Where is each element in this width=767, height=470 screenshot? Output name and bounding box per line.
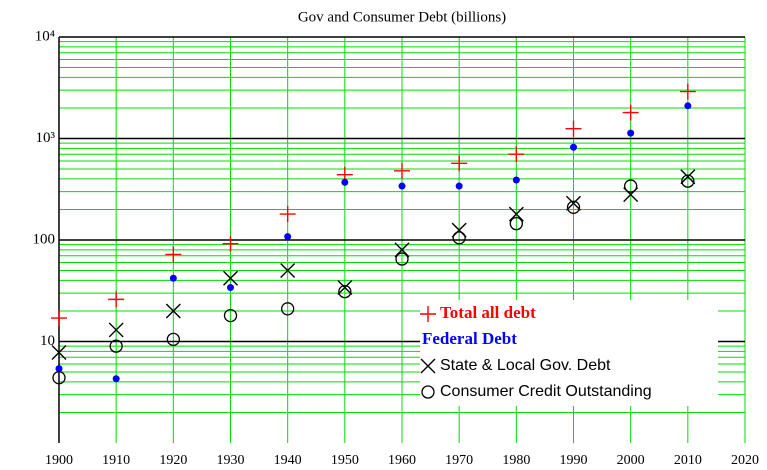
point (55, 365, 63, 373)
y-tick-label: 100 (33, 231, 56, 247)
point (280, 263, 296, 279)
x-tick-label: 2000 (617, 453, 645, 468)
y-tick-label: 10⁴ (35, 28, 55, 44)
point (227, 284, 234, 292)
point (508, 206, 524, 222)
y-tick-label: 10³ (36, 130, 56, 146)
point (109, 339, 123, 353)
point (112, 375, 120, 383)
point (108, 322, 124, 338)
point (512, 176, 520, 184)
point (165, 303, 181, 319)
x-tick-label: 1910 (102, 453, 130, 468)
point (337, 280, 353, 296)
point (222, 235, 239, 252)
legend-label: Federal Debt (422, 329, 517, 348)
point (281, 302, 295, 316)
point (166, 332, 180, 346)
point (566, 200, 581, 214)
point (284, 233, 292, 241)
x-tick-label: 1900 (45, 453, 73, 468)
point (394, 162, 410, 179)
x-tick-label: 1930 (217, 453, 245, 468)
legend-label: State & Local Gov. Debt (440, 357, 611, 374)
point (452, 231, 466, 245)
x-tick-label: 1920 (159, 453, 187, 468)
point (108, 291, 125, 308)
point (395, 252, 409, 266)
point (398, 182, 406, 190)
point (169, 274, 177, 282)
x-tick-label: 1940 (274, 453, 302, 468)
x-tick-label: 1970 (445, 453, 473, 468)
point (684, 102, 692, 110)
point (165, 246, 182, 263)
point (455, 182, 463, 190)
legend-marker (420, 306, 436, 322)
x-tick-label: 1980 (502, 453, 530, 468)
point (338, 284, 352, 299)
x-tick-label: 2010 (674, 453, 702, 468)
x-tick-label: 1990 (560, 453, 588, 468)
point (509, 216, 523, 231)
legend-marker (420, 358, 436, 374)
point (624, 179, 638, 193)
point (565, 120, 582, 137)
point (223, 308, 238, 323)
point (508, 146, 525, 163)
point (681, 174, 695, 188)
point (52, 371, 66, 385)
legend-box (420, 300, 718, 406)
point (627, 129, 635, 137)
point (279, 206, 296, 223)
point (341, 178, 349, 186)
x-tick-label: 1960 (388, 453, 416, 468)
point (451, 155, 468, 172)
point (622, 104, 639, 121)
point (51, 310, 67, 327)
legend-label: Consumer Credit Outstanding (440, 383, 652, 400)
chart-title: Gov and Consumer Debt (billions) (298, 9, 506, 25)
point (570, 143, 577, 151)
point (51, 344, 67, 360)
legend-marker (421, 385, 435, 399)
point (680, 169, 696, 185)
y-tick-label: 10 (40, 333, 55, 349)
legend-label: Total all debt (440, 303, 536, 322)
point (679, 83, 696, 100)
point (566, 195, 581, 211)
x-tick-label: 1950 (331, 453, 359, 468)
point (223, 270, 238, 286)
x-tick-label: 2020 (731, 453, 759, 468)
